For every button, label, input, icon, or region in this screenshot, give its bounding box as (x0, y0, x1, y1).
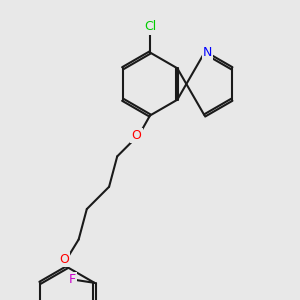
Text: Cl: Cl (144, 20, 156, 34)
Text: O: O (59, 253, 69, 266)
Text: N: N (203, 46, 212, 59)
Text: O: O (132, 129, 141, 142)
Text: F: F (68, 273, 76, 286)
